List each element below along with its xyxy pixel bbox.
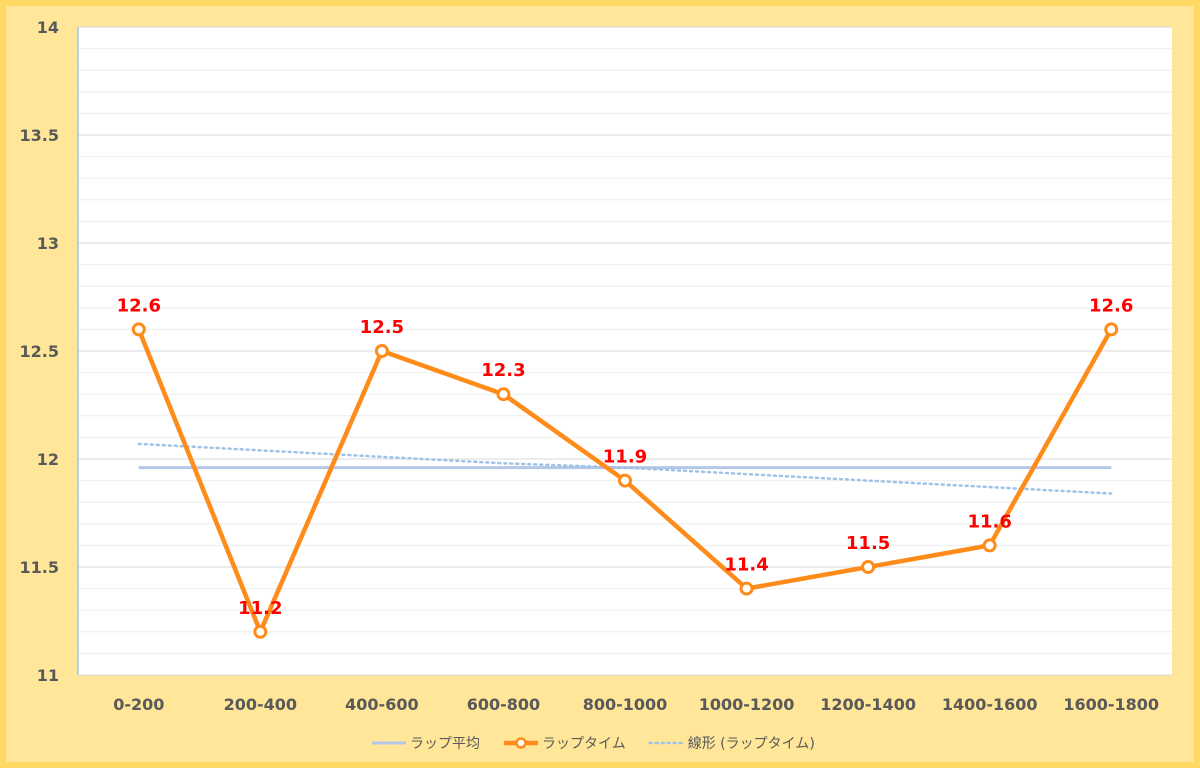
lap-data-label: 11.6 <box>967 511 1011 532</box>
lap-point <box>618 473 632 488</box>
lap-point <box>253 624 268 639</box>
y-tick-label: 14 <box>37 18 59 37</box>
lap-point <box>1104 322 1119 337</box>
lap-data-label: 11.9 <box>603 447 647 468</box>
data-labels: 12.6 11.2 12.5 12.3 11.9 11.4 11.5 11.6 12.6 <box>117 295 1134 618</box>
y-tick-label: 12 <box>37 450 59 469</box>
x-tick-label: 1400-1600 <box>942 695 1038 714</box>
x-tick-label: 1000-1200 <box>699 695 795 714</box>
lap-data-label: 11.4 <box>724 555 768 576</box>
lap-point <box>861 560 876 574</box>
x-tick-label: 1200-1400 <box>820 695 916 714</box>
lap-data-label: 11.2 <box>238 598 282 619</box>
lap-data-label: 12.6 <box>117 295 161 316</box>
gridlines <box>78 26 1172 654</box>
lap-point <box>982 538 997 553</box>
x-tick-label: 600-800 <box>467 695 540 714</box>
legend-label: ラップ平均 <box>410 736 480 752</box>
lap-point <box>496 387 511 402</box>
legend: ラップ平均 ラップタイム 線形 (ラップタイム) <box>372 736 815 752</box>
y-axis: 11 11.5 12 12.5 13 13.5 14 <box>20 18 79 685</box>
x-tick-label: 1600-1800 <box>1063 695 1159 714</box>
x-tick-label: 800-1000 <box>583 695 668 714</box>
y-tick-label: 11 <box>37 666 59 685</box>
legend-item: ラップタイム <box>504 736 626 752</box>
lap-data-label: 11.5 <box>846 533 890 554</box>
lap-data-label: 12.3 <box>481 360 525 381</box>
x-tick-label: 400-600 <box>345 695 418 714</box>
legend-label: ラップタイム <box>542 736 626 752</box>
lap-data-label: 12.5 <box>360 317 404 338</box>
x-tick-label: 200-400 <box>224 695 297 714</box>
y-tick-label: 12.5 <box>20 342 59 361</box>
x-axis: 0-200 200-400 400-600 600-800 800-1000 1000-1… <box>78 674 1172 714</box>
series-trend-line <box>137 442 1113 495</box>
series-layer <box>131 322 1119 639</box>
legend-item: 線形 (ラップタイム) <box>648 736 815 752</box>
legend-item: ラップ平均 <box>372 736 480 752</box>
legend-label: 線形 (ラップタイム) <box>688 736 815 752</box>
x-tick-label: 0-200 <box>113 695 164 714</box>
y-tick-label: 11.5 <box>20 558 59 577</box>
lap-point <box>131 322 146 337</box>
lap-point <box>739 581 754 596</box>
legend-marker <box>515 737 527 749</box>
y-tick-label: 13 <box>37 234 59 253</box>
y-tick-label: 13.5 <box>20 126 59 145</box>
lap-data-label: 12.6 <box>1089 295 1133 316</box>
lap-point <box>374 344 389 358</box>
